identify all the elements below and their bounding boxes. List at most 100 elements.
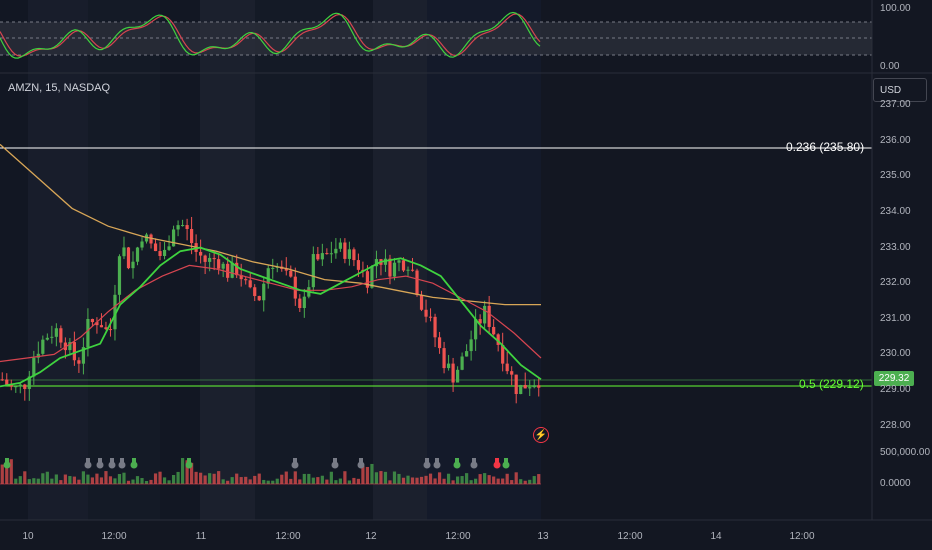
lightning-icon[interactable]: ⚡ (533, 427, 549, 443)
time-axis-label: 12 (365, 531, 377, 542)
currency-button[interactable]: USD (873, 78, 927, 102)
event-marker-stem (86, 458, 90, 463)
candle-body (54, 328, 58, 337)
volume-bar (253, 475, 257, 484)
candle-body (167, 246, 171, 250)
event-marker-stem (435, 458, 439, 463)
volume-bar (208, 473, 212, 484)
volume-bar (284, 471, 288, 484)
volume-bar (465, 473, 469, 484)
volume-bar (158, 471, 162, 484)
volume-bar (180, 458, 185, 484)
volume-bar (257, 473, 261, 484)
volume-bar (455, 476, 460, 484)
candle-body (343, 242, 347, 259)
volume-bar (32, 478, 36, 484)
volume-bar (131, 479, 135, 484)
candle-body (460, 356, 464, 370)
candle-body (99, 325, 104, 328)
candle-body (424, 309, 428, 317)
price-axis-label: 231.00 (880, 312, 911, 324)
candle-body (532, 385, 536, 388)
candle-body (437, 337, 442, 349)
candle-body (208, 257, 212, 262)
time-axis-label: 11 (195, 531, 207, 542)
ma-mid-line (0, 264, 542, 363)
candle-body (370, 266, 374, 288)
candle-body (334, 248, 338, 254)
volume-bar (5, 458, 9, 484)
candle-body (81, 347, 86, 364)
volume-bar (244, 476, 248, 484)
volume-bar (293, 471, 297, 484)
time-axis-label: 12:00 (789, 531, 815, 542)
volume-bar (514, 472, 518, 484)
volume-bar (320, 475, 324, 484)
oscillator-axis-label: 100.00 (880, 3, 911, 14)
volume-axis-label: 0.0000 (880, 478, 911, 489)
candle-body (410, 269, 415, 271)
volume-bar (446, 473, 451, 484)
volume-axis-label: 500,000.00 (880, 447, 931, 458)
time-axis-label: 14 (710, 531, 722, 542)
candle-body (235, 262, 239, 276)
candle-body (0, 379, 4, 381)
event-marker (502, 461, 510, 469)
event-marker (185, 461, 193, 469)
event-marker (453, 461, 461, 469)
candle-body (428, 316, 433, 318)
volume-bar (230, 477, 234, 484)
volume-bar (185, 460, 189, 484)
candle-body (519, 384, 523, 395)
event-marker-stem (187, 458, 191, 463)
candle-body (320, 253, 324, 260)
candle-body (388, 258, 392, 277)
volume-bar (99, 477, 104, 484)
event-marker-stem (98, 458, 102, 463)
event-marker (108, 461, 116, 469)
volume-bar (469, 480, 473, 484)
volume-bar (162, 477, 167, 484)
candle-body (510, 371, 514, 375)
volume-bar (72, 476, 76, 484)
candle-body (455, 369, 460, 383)
volume-bar (428, 473, 433, 484)
event-marker (357, 461, 365, 469)
candle-body (190, 229, 194, 244)
volume-bar (248, 479, 252, 484)
volume-bar (190, 462, 194, 484)
candle-body (117, 256, 122, 295)
volume-bar (474, 478, 478, 484)
volume-bar (50, 478, 54, 484)
volume-bar (374, 472, 379, 484)
candle-body (158, 251, 162, 257)
volume-bar (361, 466, 365, 484)
candle-body (50, 336, 54, 338)
candle-body (496, 334, 500, 345)
candle-body (140, 241, 144, 248)
volume-bar (59, 480, 63, 484)
candle-body (289, 270, 293, 277)
candle-body (451, 363, 455, 383)
volume-bar (90, 477, 95, 484)
volume-bar (510, 480, 514, 484)
candle-body (221, 263, 225, 269)
candle-body (5, 379, 9, 385)
volume-bar (18, 476, 22, 484)
volume-bar (483, 473, 487, 484)
candle-body (217, 259, 221, 269)
volume-bar (140, 478, 144, 484)
price-axis-label: 233.00 (880, 241, 911, 253)
event-marker-stem (132, 458, 136, 463)
candle-body (230, 262, 234, 278)
event-marker-stem (333, 458, 337, 463)
candle-body (185, 225, 189, 230)
candle-body (244, 279, 248, 281)
time-axis-label: 12:00 (617, 531, 643, 542)
volume-bar (442, 478, 446, 484)
event-marker-stem (504, 458, 508, 463)
event-marker (470, 461, 478, 469)
event-marker (433, 461, 441, 469)
volume-bar (329, 471, 333, 484)
